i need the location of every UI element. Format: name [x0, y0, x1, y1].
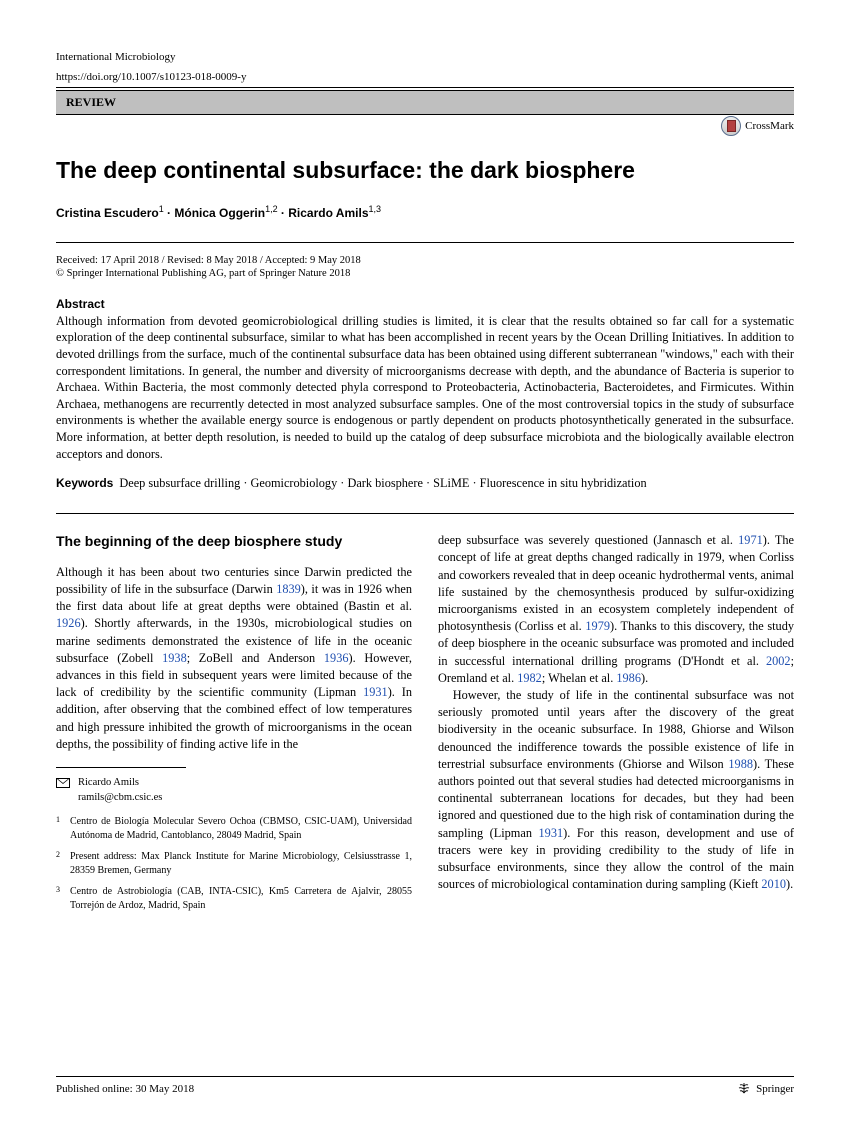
crossmark-badge[interactable]: CrossMark [721, 116, 794, 136]
affiliation: 3Centro de Astrobiología (CAB, INTA-CSIC… [56, 885, 412, 912]
page-footer: Published online: 30 May 2018 Springer [56, 1076, 794, 1097]
copyright-line: © Springer International Publishing AG, … [56, 268, 794, 279]
springer-icon [736, 1081, 752, 1097]
abstract-heading: Abstract [56, 297, 794, 311]
publisher-badge: Springer [736, 1081, 794, 1097]
footnote-divider [56, 767, 186, 768]
left-column: The beginning of the deep biosphere stud… [56, 532, 412, 920]
doi-link[interactable]: https://doi.org/10.1007/s10123-018-0009-… [56, 71, 794, 83]
envelope-icon [56, 778, 70, 788]
body-paragraph: However, the study of life in the contin… [438, 687, 794, 893]
crossmark-icon [721, 116, 741, 136]
article-title: The deep continental subsurface: the dar… [56, 157, 794, 184]
keywords-label: Keywords [56, 476, 113, 490]
affiliation: 1Centro de Biología Molecular Severo Och… [56, 815, 412, 842]
divider [56, 87, 794, 88]
published-online: Published online: 30 May 2018 [56, 1083, 194, 1095]
body-paragraph: deep subsurface was severely questioned … [438, 532, 794, 687]
article-dates: Received: 17 April 2018 / Revised: 8 May… [56, 255, 794, 266]
keywords-text: Deep subsurface drilling · Geomicrobiolo… [119, 476, 646, 490]
author-list: Cristina Escudero1 · Mónica Oggerin1,2 ·… [56, 204, 794, 220]
publisher-name: Springer [756, 1083, 794, 1095]
crossmark-label: CrossMark [745, 120, 794, 132]
affiliation: 2Present address: Max Planck Institute f… [56, 850, 412, 877]
corresponding-author: Ricardo Amils ramils@cbm.csic.es [56, 776, 412, 805]
divider [56, 513, 794, 514]
corr-name: Ricardo Amils [78, 776, 162, 791]
section-heading: The beginning of the deep biosphere stud… [56, 532, 412, 552]
article-type-bar: REVIEW [56, 90, 794, 115]
body-paragraph: Although it has been about two centuries… [56, 564, 412, 753]
keywords-line: Keywords Deep subsurface drilling · Geomi… [56, 476, 794, 491]
right-column: deep subsurface was severely questioned … [438, 532, 794, 920]
corr-email[interactable]: ramils@cbm.csic.es [78, 791, 162, 806]
body-columns: The beginning of the deep biosphere stud… [56, 532, 794, 920]
divider [56, 242, 794, 243]
abstract-text: Although information from devoted geomic… [56, 313, 794, 462]
journal-name: International Microbiology [56, 50, 794, 65]
